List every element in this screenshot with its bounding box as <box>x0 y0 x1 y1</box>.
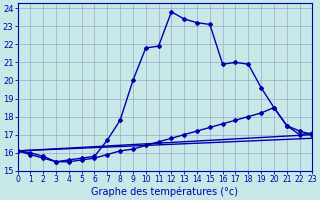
X-axis label: Graphe des températures (°c): Graphe des températures (°c) <box>92 187 238 197</box>
